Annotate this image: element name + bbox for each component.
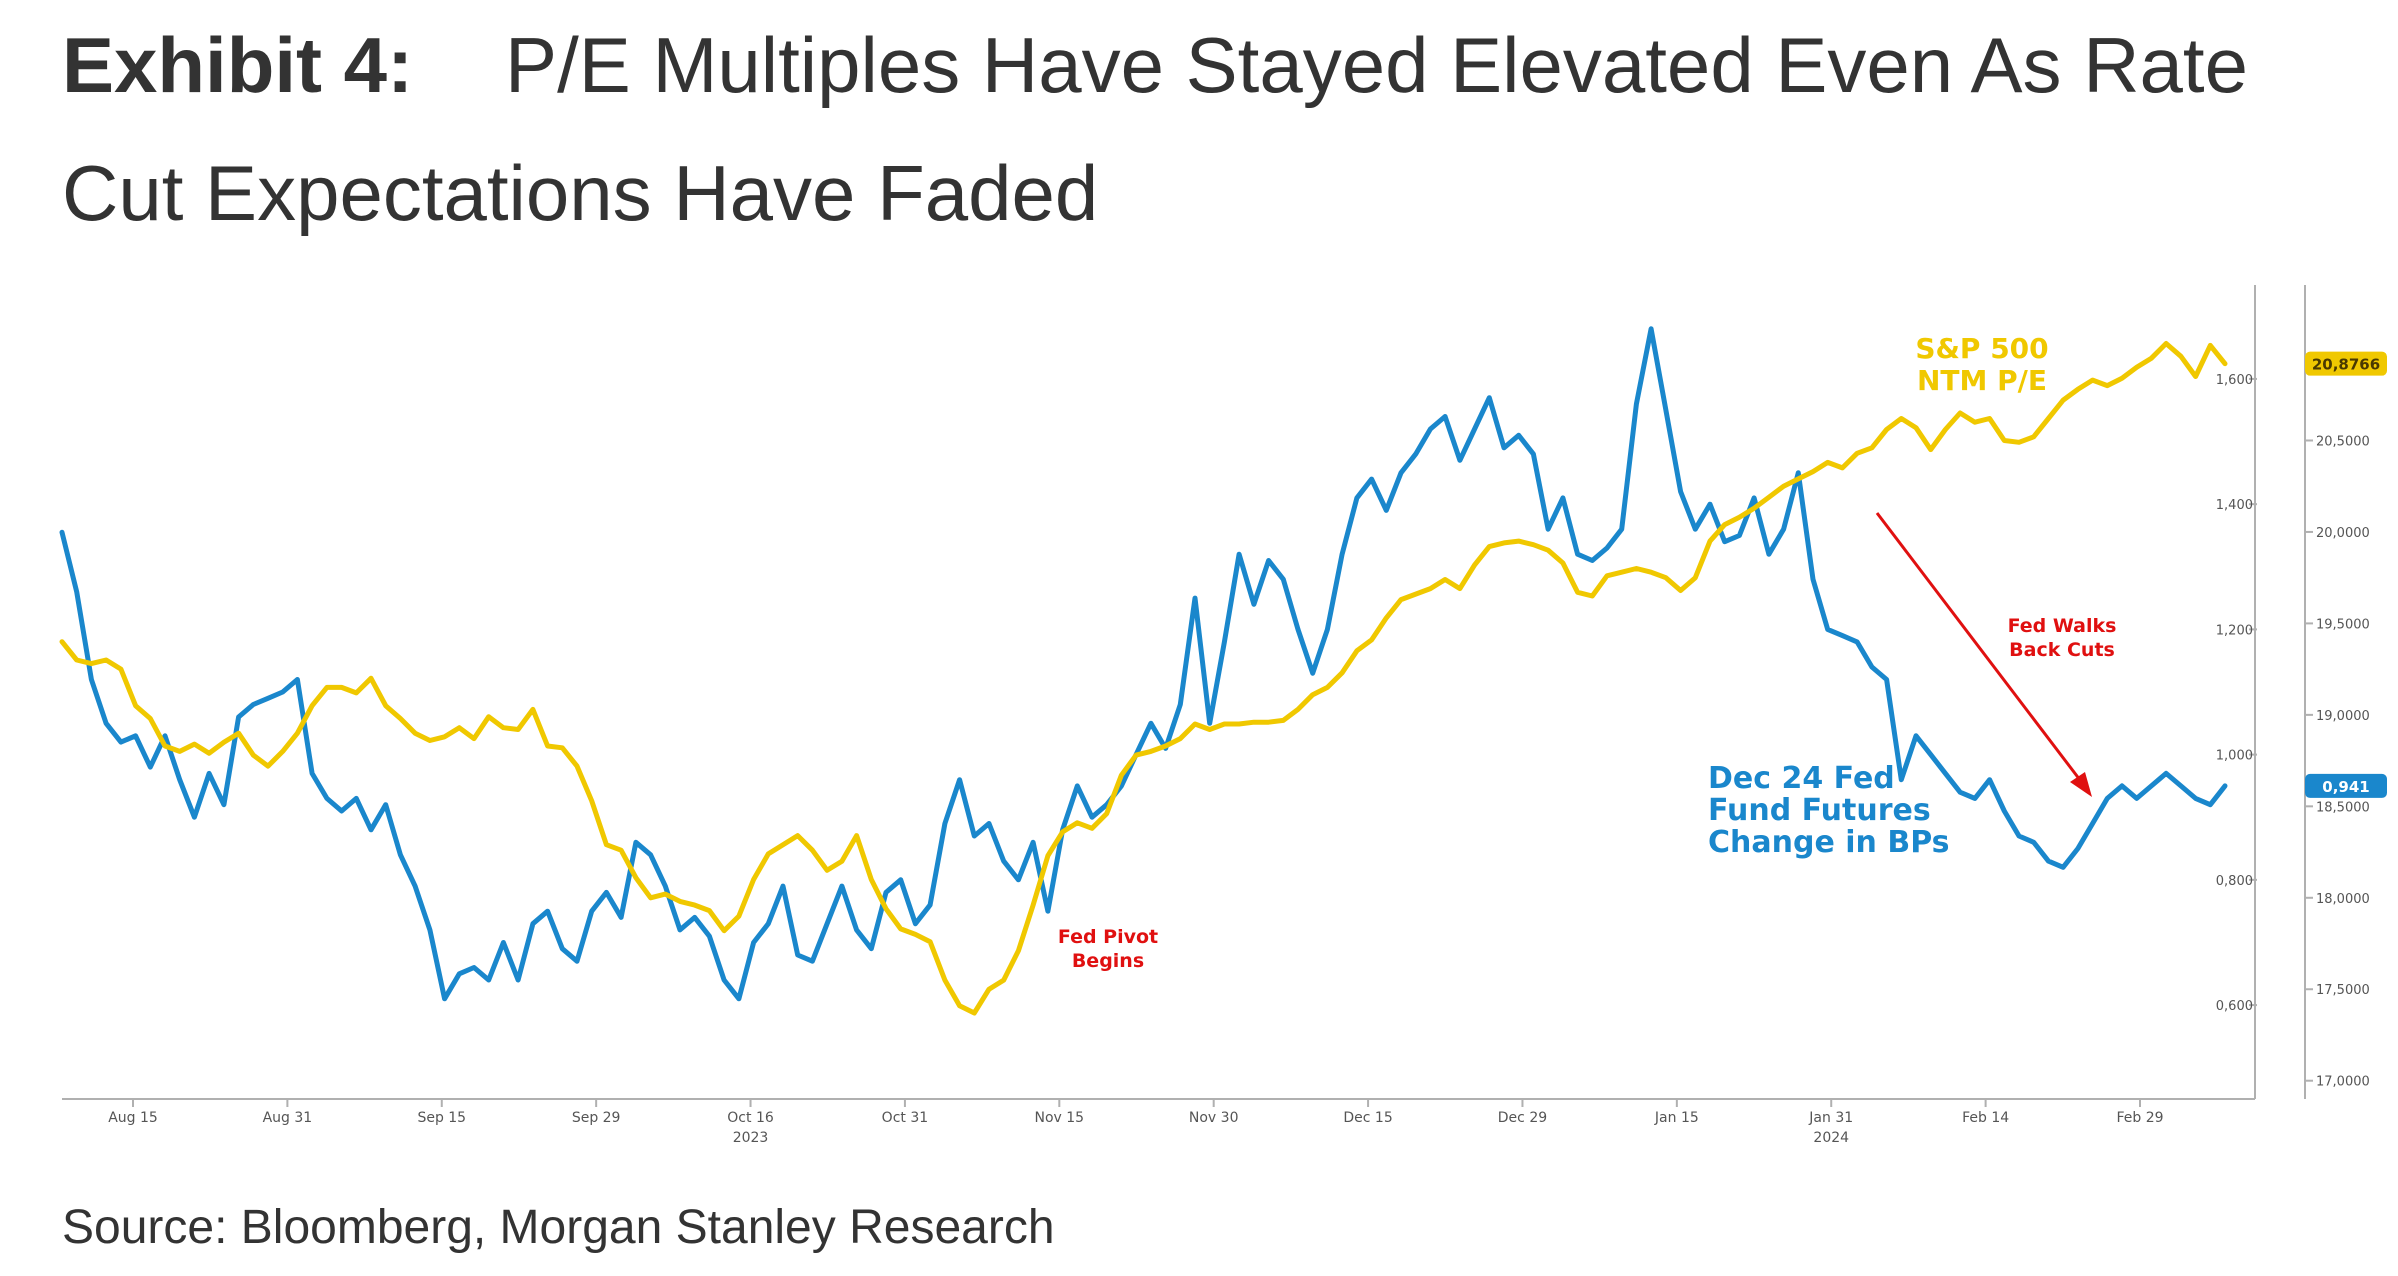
x-axis: Aug 15 Aug 31 Sep 15 Sep 29 Oct 16 Oct 31 Nov …	[108, 1099, 2164, 1146]
x-tick-label: Aug 15	[108, 1110, 158, 1126]
left-tick-label: 1,200	[2216, 623, 2253, 638]
x-tick-label: Nov 15	[1035, 1110, 1085, 1126]
plot-frame	[62, 285, 2306, 1100]
sp500-pe-series-line	[59, 341, 2228, 1016]
fed-funds-value-tag	[2305, 773, 2387, 798]
pivot-label-line2: Begins	[1072, 950, 1144, 972]
right-tick-label: 20,0000	[2316, 526, 2370, 541]
red-arrow-head	[2070, 772, 2092, 797]
right-axis: 20,5000 20,0000 19,5000 19,0000 18,5000 18,00…	[2305, 434, 2370, 1090]
sp500-label-line2: NTM P/E	[1917, 364, 2047, 397]
x-tick-label: Oct 31	[882, 1110, 928, 1126]
walks-label-line1: Fed Walks	[2008, 615, 2117, 637]
left-tick-label: 1,000	[2216, 749, 2253, 764]
x-tick-label: Feb 14	[1962, 1110, 2009, 1126]
title-text-1: P/E Multiples Have Stayed Elevated Even …	[505, 21, 2248, 109]
right-tick-label: 19,5000	[2316, 617, 2370, 632]
x-tick-label: Dec 15	[1343, 1110, 1392, 1126]
x-tick-label: Feb 29	[2116, 1110, 2163, 1126]
fff-label-line2: Fund Futures	[1708, 793, 1931, 828]
x-tick-label: Nov 30	[1189, 1110, 1239, 1126]
right-tick-label: 18,0000	[2316, 892, 2370, 907]
source-note: Source: Bloomberg, Morgan Stanley Resear…	[62, 1201, 1055, 1254]
fed-funds-value-label: 0,941	[2322, 778, 2369, 796]
left-tick-label: 0,600	[2216, 999, 2253, 1014]
right-tick-label: 20,5000	[2316, 434, 2370, 449]
left-tick-label: 1,600	[2216, 373, 2253, 388]
right-tick-label: 17,5000	[2316, 983, 2370, 998]
annotation-sp500: S&P 500 NTM P/E	[1915, 332, 2048, 397]
sp500-value-tag	[2305, 351, 2387, 376]
chart-title-line-1: Exhibit 4: P/E Multiples Have Stayed Elev…	[62, 26, 2248, 104]
red-arrow-shaft	[1875, 512, 2082, 781]
annotation-fed-pivot: Fed Pivot Begins	[1058, 926, 1158, 972]
series-layer	[59, 326, 2228, 1016]
sp500-label-line1: S&P 500	[1915, 332, 2048, 365]
left-tick-label: 0,800	[2216, 874, 2253, 889]
x-tick-label: Jan 15	[1654, 1110, 1699, 1126]
x-tick-label: Sep 29	[572, 1110, 621, 1126]
left-tick-label: 1,400	[2216, 498, 2253, 513]
x-tick-label: Dec 29	[1498, 1110, 1547, 1126]
fff-label-line1: Dec 24 Fed	[1708, 761, 1895, 796]
x-tick-label: Oct 16	[727, 1110, 774, 1126]
right-tick-label: 17,0000	[2316, 1075, 2370, 1090]
sp500-value-label: 20,8766	[2312, 356, 2380, 374]
exhibit-label: Exhibit 4:	[62, 21, 414, 109]
value-tags: 0,941 20,8766	[2305, 351, 2387, 798]
annotation-fed-walks: Fed Walks Back Cuts	[2008, 615, 2117, 661]
pivot-label-line1: Fed Pivot	[1058, 926, 1158, 948]
right-tick-label: 19,0000	[2316, 709, 2370, 724]
left-axis: 1,600 1,400 1,200 1,000 0,800 0,600	[2216, 373, 2257, 1014]
x-year-label: 2024	[1813, 1130, 1849, 1146]
chart-title-line-2: Cut Expectations Have Faded	[62, 149, 1099, 237]
x-tick-label: Jan 31	[1808, 1110, 1853, 1126]
right-tick-label: 18,5000	[2316, 800, 2370, 815]
x-tick-label: Aug 31	[263, 1110, 313, 1126]
x-year-label: 2023	[733, 1130, 769, 1146]
red-arrow	[1875, 512, 2092, 797]
walks-label-line2: Back Cuts	[2009, 639, 2115, 661]
annotation-fed-funds: Dec 24 Fed Fund Futures Change in BPs	[1708, 761, 1950, 860]
fff-label-line3: Change in BPs	[1708, 825, 1950, 860]
x-tick-label: Sep 15	[417, 1110, 466, 1126]
fed-funds-series-line	[59, 326, 2228, 1002]
